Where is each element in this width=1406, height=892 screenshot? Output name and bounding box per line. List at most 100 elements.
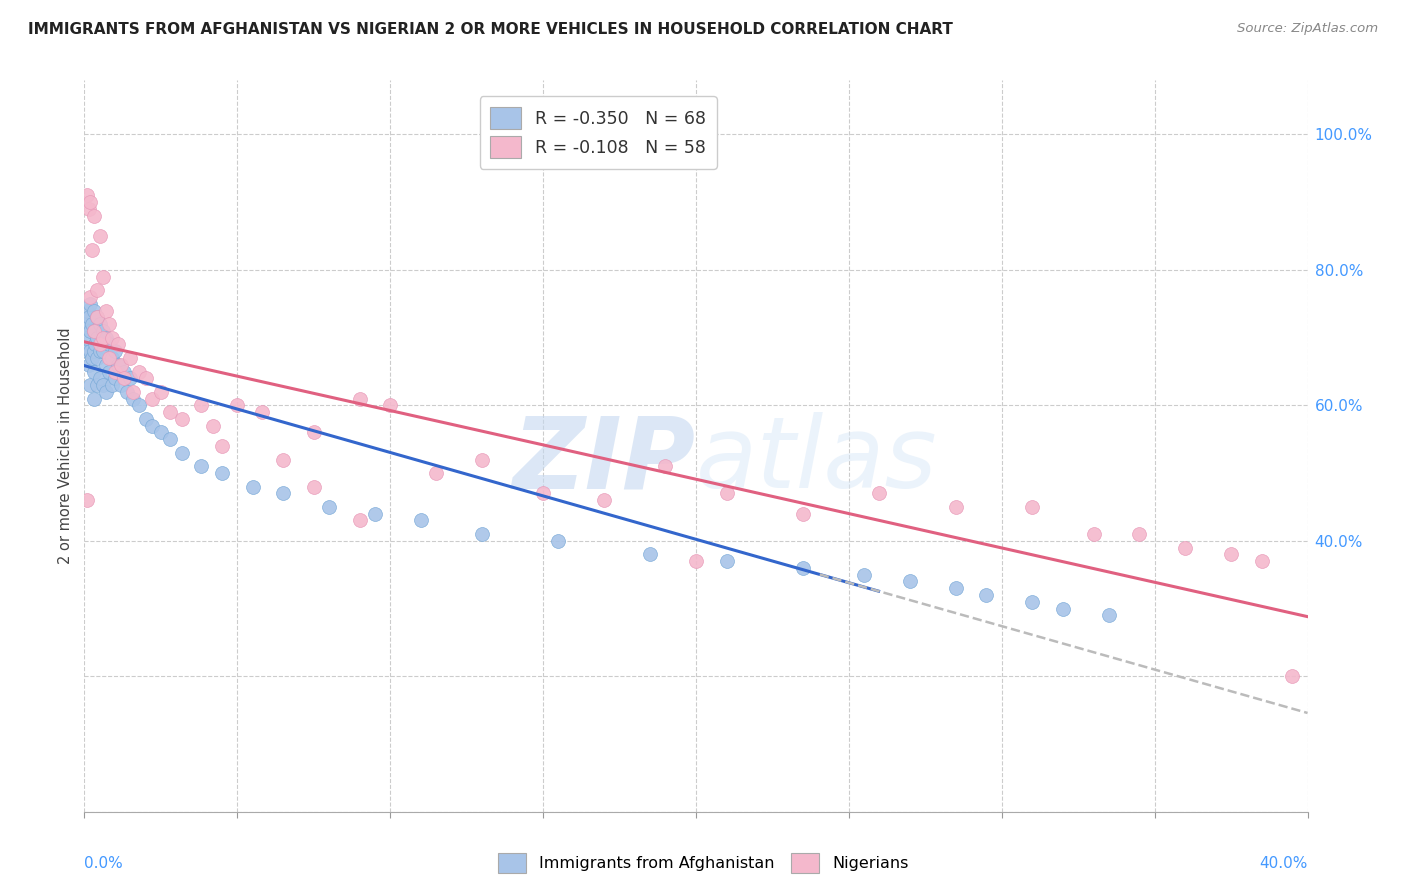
- Point: [97, 364, 120, 378]
- Text: 40.0%: 40.0%: [1260, 855, 1308, 871]
- Text: IMMIGRANTS FROM AFGHANISTAN VS NIGERIAN 2 OR MORE VEHICLES IN HOUSEHOLD CORRELAT: IMMIGRANTS FROM AFGHANISTAN VS NIGERIAN …: [28, 22, 953, 37]
- Point: [211, 439, 233, 453]
- Point: [86, 310, 108, 325]
- Point: [172, 412, 194, 426]
- Legend: R = -0.350   N = 68, R = -0.108   N = 58: R = -0.350 N = 68, R = -0.108 N = 58: [479, 96, 717, 169]
- Point: [97, 337, 120, 351]
- Point: [86, 283, 108, 297]
- Point: [79, 324, 101, 338]
- Point: [91, 269, 114, 284]
- Point: [97, 317, 120, 331]
- Legend: Immigrants from Afghanistan, Nigerians: Immigrants from Afghanistan, Nigerians: [491, 847, 915, 880]
- Point: [77, 358, 100, 372]
- Text: atlas: atlas: [696, 412, 938, 509]
- Point: [94, 358, 117, 372]
- Point: [89, 229, 111, 244]
- Point: [104, 344, 127, 359]
- Point: [91, 324, 114, 338]
- Point: [83, 344, 105, 359]
- Point: [94, 331, 117, 345]
- Point: [75, 317, 97, 331]
- Point: [89, 337, 111, 351]
- Point: [83, 324, 105, 338]
- Point: [91, 378, 114, 392]
- Point: [83, 324, 105, 338]
- Point: [79, 297, 101, 311]
- Point: [110, 358, 132, 372]
- Point: [853, 567, 876, 582]
- Point: [79, 378, 101, 392]
- Point: [211, 466, 233, 480]
- Point: [1021, 500, 1043, 514]
- Point: [792, 507, 814, 521]
- Point: [135, 371, 157, 385]
- Point: [76, 188, 98, 202]
- Text: 0.0%: 0.0%: [84, 855, 124, 871]
- Point: [104, 371, 127, 385]
- Point: [86, 351, 108, 365]
- Point: [638, 547, 661, 561]
- Point: [110, 378, 132, 392]
- Point: [471, 527, 494, 541]
- Point: [1021, 595, 1043, 609]
- Point: [76, 331, 98, 345]
- Point: [80, 351, 103, 365]
- Point: [101, 378, 124, 392]
- Point: [83, 392, 105, 406]
- Point: [112, 364, 135, 378]
- Point: [79, 195, 101, 210]
- Point: [83, 209, 105, 223]
- Point: [76, 493, 98, 508]
- Point: [76, 344, 98, 359]
- Point: [149, 425, 172, 440]
- Point: [318, 500, 340, 514]
- Point: [94, 303, 117, 318]
- Point: [271, 486, 294, 500]
- Point: [349, 392, 371, 406]
- Text: ZIP: ZIP: [513, 412, 696, 509]
- Point: [242, 480, 264, 494]
- Point: [149, 384, 172, 399]
- Point: [141, 392, 163, 406]
- Point: [945, 581, 967, 595]
- Point: [128, 398, 150, 412]
- Point: [104, 364, 127, 378]
- Point: [1098, 608, 1121, 623]
- Point: [547, 533, 569, 548]
- Point: [190, 459, 212, 474]
- Point: [84, 337, 107, 351]
- Point: [97, 351, 120, 365]
- Point: [425, 466, 447, 480]
- Point: [94, 384, 117, 399]
- Point: [654, 459, 676, 474]
- Point: [190, 398, 212, 412]
- Point: [716, 554, 738, 568]
- Point: [172, 446, 194, 460]
- Point: [89, 344, 111, 359]
- Point: [77, 202, 100, 216]
- Point: [128, 364, 150, 378]
- Point: [80, 243, 103, 257]
- Point: [302, 480, 325, 494]
- Point: [91, 331, 114, 345]
- Point: [471, 452, 494, 467]
- Point: [1128, 527, 1150, 541]
- Point: [79, 290, 101, 304]
- Point: [107, 337, 129, 351]
- Point: [101, 351, 124, 365]
- Point: [159, 432, 181, 446]
- Point: [122, 384, 145, 399]
- Point: [159, 405, 181, 419]
- Point: [364, 507, 387, 521]
- Point: [271, 452, 294, 467]
- Point: [349, 514, 371, 528]
- Point: [89, 317, 111, 331]
- Point: [135, 412, 157, 426]
- Point: [250, 405, 273, 419]
- Point: [76, 303, 98, 318]
- Point: [869, 486, 891, 500]
- Point: [86, 331, 108, 345]
- Point: [716, 486, 738, 500]
- Point: [1281, 669, 1303, 683]
- Point: [380, 398, 402, 412]
